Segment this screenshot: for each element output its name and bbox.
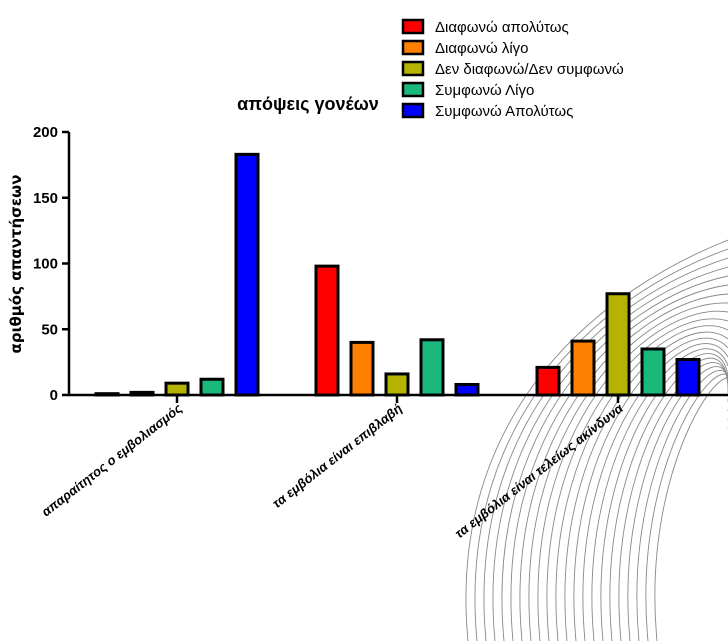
x-axis-ticks <box>175 395 620 403</box>
category-label: τα εμβόλια είναι τελείως ακίνδυνα <box>452 400 627 541</box>
legend-label: Διαφωνώ απολύτως <box>435 19 569 36</box>
arc-line <box>465 239 728 641</box>
category-label: τα εμβόλια είναι επιβλαβή <box>269 401 405 511</box>
y-tick-label: 50 <box>41 321 58 338</box>
legend-swatch <box>401 18 425 35</box>
arc-line <box>609 357 728 641</box>
bar <box>570 339 596 397</box>
arc-line <box>645 373 728 641</box>
bar <box>675 357 701 397</box>
bar <box>234 152 260 397</box>
y-tick-label: 200 <box>33 124 58 141</box>
bar <box>454 382 480 397</box>
arc-line <box>582 343 728 641</box>
bar <box>94 392 120 397</box>
bar <box>314 264 340 397</box>
arc-line <box>636 370 728 641</box>
legend-swatch <box>401 102 425 119</box>
background-arc-pattern <box>465 239 728 641</box>
bar <box>129 390 155 397</box>
arc-line <box>618 362 728 641</box>
bar <box>419 338 445 397</box>
category-label: απαραίτητος ο εμβολιασμός <box>39 400 185 519</box>
arc-line <box>501 275 728 641</box>
y-axis-ticks: 0 50 100 150 200 <box>33 124 69 404</box>
legend: Διαφωνώ απολύτως Διαφωνώ λίγο Δεν διαφωνώ/… <box>401 18 624 120</box>
chart-title: απόψεις γονέων <box>237 94 379 114</box>
category-labels: απαραίτητος ο εμβολιασμός τα εμβόλια είνα… <box>39 400 627 541</box>
bar <box>164 381 190 397</box>
legend-swatch <box>401 60 425 77</box>
legend-label: Διαφωνώ λίγο <box>435 40 529 57</box>
y-tick-label: 0 <box>50 387 58 404</box>
y-tick-label: 150 <box>33 190 58 207</box>
legend-swatch <box>401 39 425 56</box>
legend-swatch <box>401 81 425 98</box>
arc-line <box>627 366 728 641</box>
arc-line <box>573 337 728 641</box>
y-tick-label: 100 <box>33 256 58 273</box>
bar <box>349 340 375 397</box>
bars <box>94 152 701 397</box>
bar <box>199 377 225 397</box>
arc-line <box>600 353 728 641</box>
bar <box>535 365 561 397</box>
bar <box>640 347 666 397</box>
bar <box>384 372 410 397</box>
legend-label: Δεν διαφωνώ/Δεν συμφωνώ <box>435 61 624 78</box>
y-axis-label: αριθμός απαντήσεων <box>7 175 25 354</box>
arc-line <box>537 310 728 641</box>
bar <box>605 292 631 397</box>
arc-line <box>591 348 728 641</box>
legend-label: Συμφωνώ Λίγο <box>435 82 534 99</box>
legend-label: Συμφωνώ Απολύτως <box>435 103 573 120</box>
arc-line <box>654 377 728 641</box>
